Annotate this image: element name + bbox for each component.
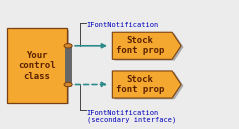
Text: IFontNotification: IFontNotification xyxy=(87,22,159,27)
Text: Stock
font prop: Stock font prop xyxy=(116,75,164,94)
Polygon shape xyxy=(112,71,181,98)
Text: IFontNotification
(secondary interface): IFontNotification (secondary interface) xyxy=(87,110,176,123)
Polygon shape xyxy=(115,34,184,61)
Polygon shape xyxy=(112,32,181,59)
Circle shape xyxy=(64,82,72,87)
FancyBboxPatch shape xyxy=(10,30,69,104)
FancyBboxPatch shape xyxy=(7,28,67,103)
Text: Your
control
class: Your control class xyxy=(18,51,56,81)
Polygon shape xyxy=(115,72,184,99)
Text: Stock
font prop: Stock font prop xyxy=(116,36,164,55)
Circle shape xyxy=(64,44,72,48)
